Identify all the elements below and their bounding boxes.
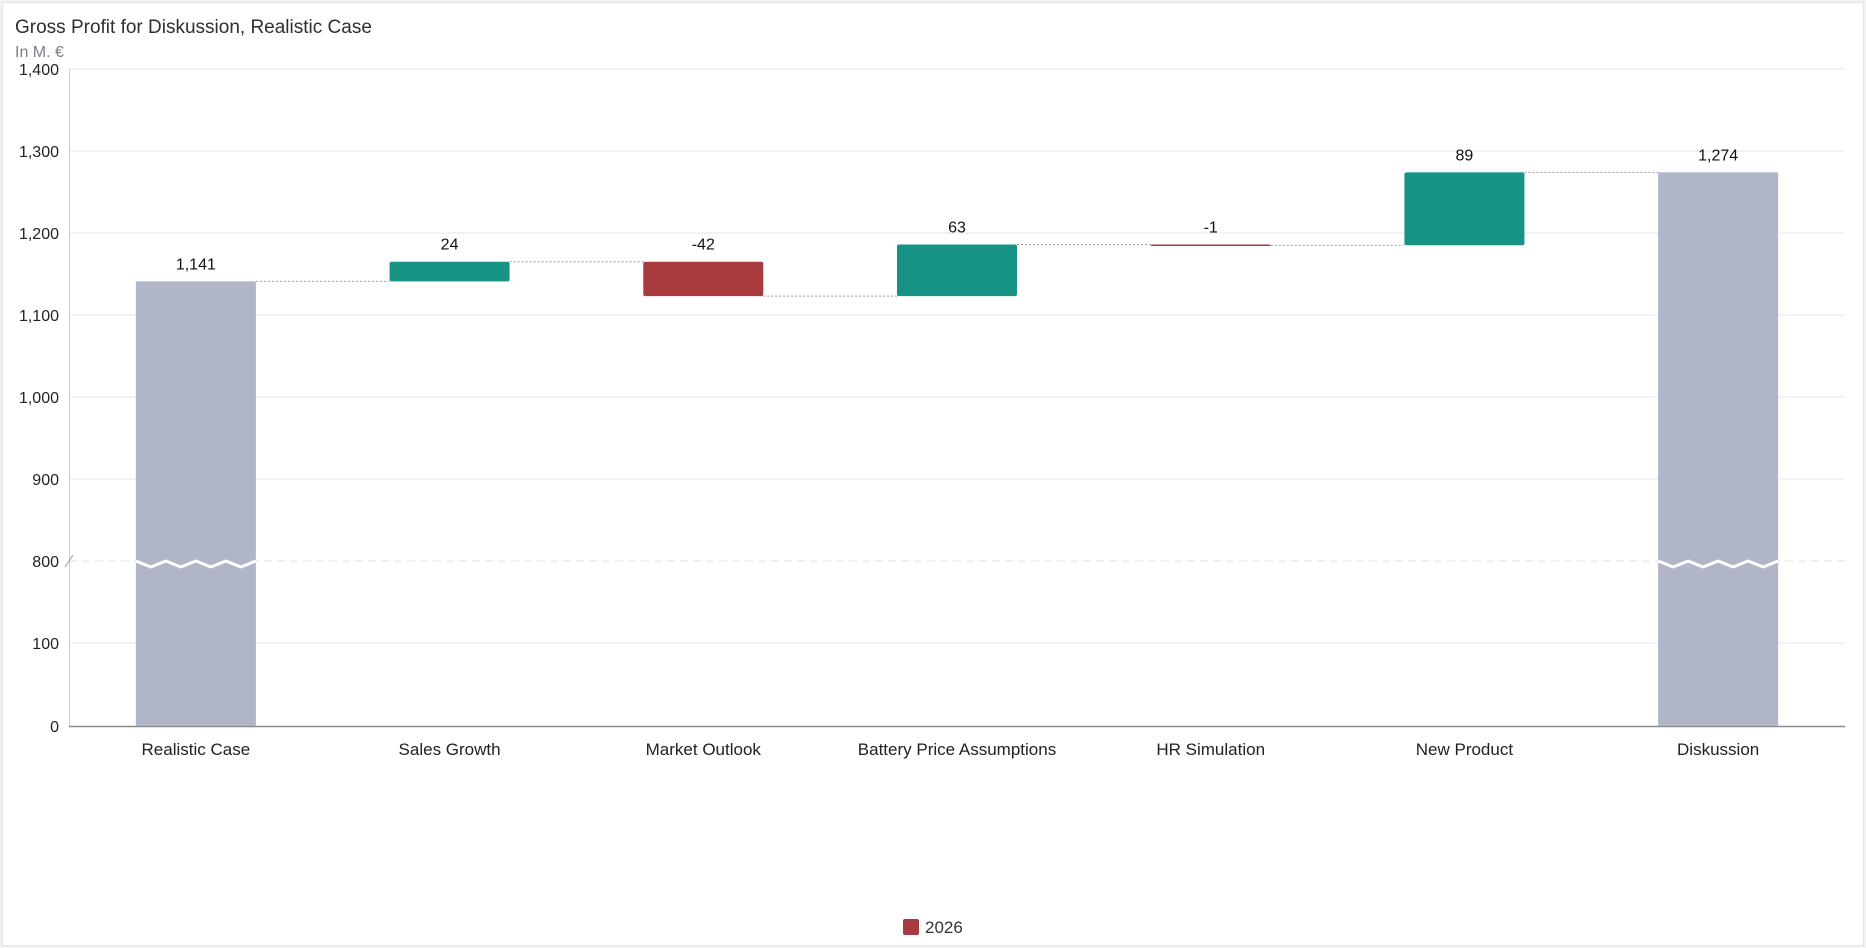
bar-diskussion	[1658, 172, 1779, 726]
data-label: 63	[948, 219, 966, 236]
legend-label: 2026	[925, 918, 963, 937]
data-label: 1,274	[1698, 147, 1738, 164]
bar-new-product	[1404, 172, 1525, 246]
y-tick-label: 1,400	[19, 62, 59, 79]
bar-battery-price-assumptions	[897, 244, 1017, 297]
chart-title: Gross Profit for Diskussion, Realistic C…	[15, 17, 372, 38]
axis-break-marker	[64, 554, 74, 568]
waterfall-chart: 0 100 800 900 1,000 1,100 1,200 1,300 1,400 1,141…	[19, 62, 1845, 937]
bar-break-zigzag	[135, 559, 257, 569]
y-tick-label: 0	[50, 719, 59, 736]
x-category-label: Diskussion	[1677, 740, 1759, 759]
x-category-label: New Product	[1416, 740, 1514, 759]
x-category-label: Battery Price Assumptions	[858, 740, 1056, 759]
x-category-label: Sales Growth	[399, 740, 501, 759]
bar-market-outlook	[643, 261, 764, 297]
y-tick-label: 800	[32, 554, 59, 571]
data-label: 1,141	[176, 256, 216, 273]
data-label: 24	[441, 237, 459, 254]
y-tick-label: 1,200	[19, 226, 59, 243]
bar-hr-simulation	[1150, 244, 1271, 246]
x-category-label: HR Simulation	[1156, 740, 1265, 759]
bar-sales-growth	[389, 261, 510, 282]
bar-realistic-case	[135, 281, 256, 726]
y-tick-label: 1,000	[19, 390, 59, 407]
x-category-label: Realistic Case	[142, 740, 251, 759]
y-tick-label: 1,300	[19, 144, 59, 161]
data-label: -1	[1204, 219, 1218, 236]
data-label: 89	[1456, 147, 1474, 164]
legend-swatch	[903, 919, 919, 935]
y-tick-label: 100	[32, 636, 59, 653]
x-category-label: Market Outlook	[646, 740, 762, 759]
y-tick-label: 900	[32, 472, 59, 489]
y-tick-label: 1,100	[19, 308, 59, 325]
data-label: -42	[692, 237, 715, 254]
bar-break-zigzag	[1657, 559, 1779, 569]
chart-subtitle: In M. €	[15, 44, 64, 61]
